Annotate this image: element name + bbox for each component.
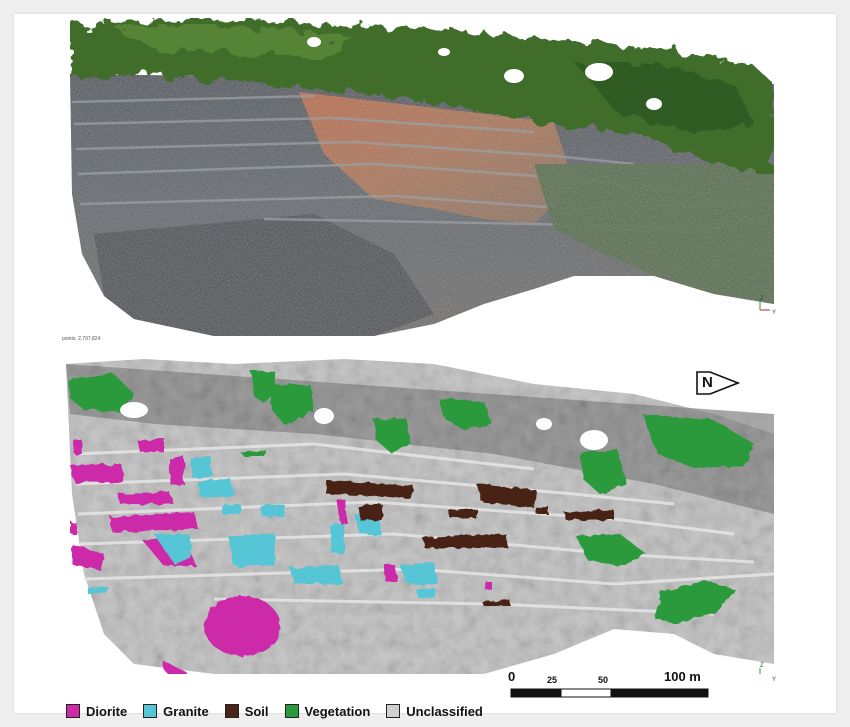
vegetation-patches <box>68 370 754 624</box>
north-arrow-icon <box>696 371 741 395</box>
legend-item-diorite: Diorite <box>66 704 127 719</box>
north-arrow-label: N <box>702 374 713 391</box>
pit-floor <box>94 214 434 336</box>
diorite-patches <box>70 438 492 674</box>
canopy-gaps <box>307 37 662 110</box>
point-cloud-photo <box>70 18 775 336</box>
axis-indicator-top <box>759 300 770 311</box>
point-count-label: points: 2,797,824 <box>62 336 101 342</box>
figure-frame: points: 2,797,824 Z Y <box>14 14 836 719</box>
legend-label: Vegetation <box>304 703 371 719</box>
north-arrow: N <box>696 371 741 400</box>
z-axis-label-top: Z <box>760 296 764 302</box>
oxidized-zone <box>299 92 574 224</box>
legend-label: Granite <box>163 703 209 719</box>
vegetation-swatch <box>284 704 299 718</box>
canopy-highlights <box>114 24 354 60</box>
z-axis-label-bottom: Z <box>760 663 764 669</box>
y-axis-label-bottom: Y <box>772 677 777 683</box>
scale-bar: 0 25 50 100 m <box>502 669 712 705</box>
legend-item-soil: Soil <box>224 703 269 719</box>
legend-label: Unclassified <box>406 703 483 719</box>
canopy-vegetation <box>70 18 774 174</box>
legend-item-granite: Granite <box>143 704 209 719</box>
diorite-swatch <box>66 704 80 718</box>
y-axis-label-top: Y <box>772 310 777 316</box>
axis-indicator-bottom <box>759 668 761 674</box>
unclassified-swatch <box>386 704 401 718</box>
scale-tick-50: 50 <box>598 675 609 685</box>
classified-model <box>66 359 775 674</box>
soil-swatch <box>224 704 239 718</box>
diorite-large-lobe <box>204 596 280 656</box>
class-legend: Diorite Granite Soil Vegetation Unclassi… <box>66 700 499 722</box>
legend-label: Soil <box>244 703 269 719</box>
soil-patches <box>326 480 614 606</box>
scale-tick-25: 25 <box>547 675 558 685</box>
legend-item-vegetation: Vegetation <box>284 703 371 719</box>
legend-label: Diorite <box>86 703 128 719</box>
scale-tick-0: 0 <box>508 669 516 684</box>
granite-swatch <box>143 704 158 718</box>
scale-bar-graphic <box>510 688 709 698</box>
right-slope-vegetation <box>534 164 774 304</box>
legend-item-unclassified: Unclassified <box>386 704 483 719</box>
scale-tick-100: 100 m <box>664 669 701 684</box>
model-gaps <box>120 402 608 450</box>
